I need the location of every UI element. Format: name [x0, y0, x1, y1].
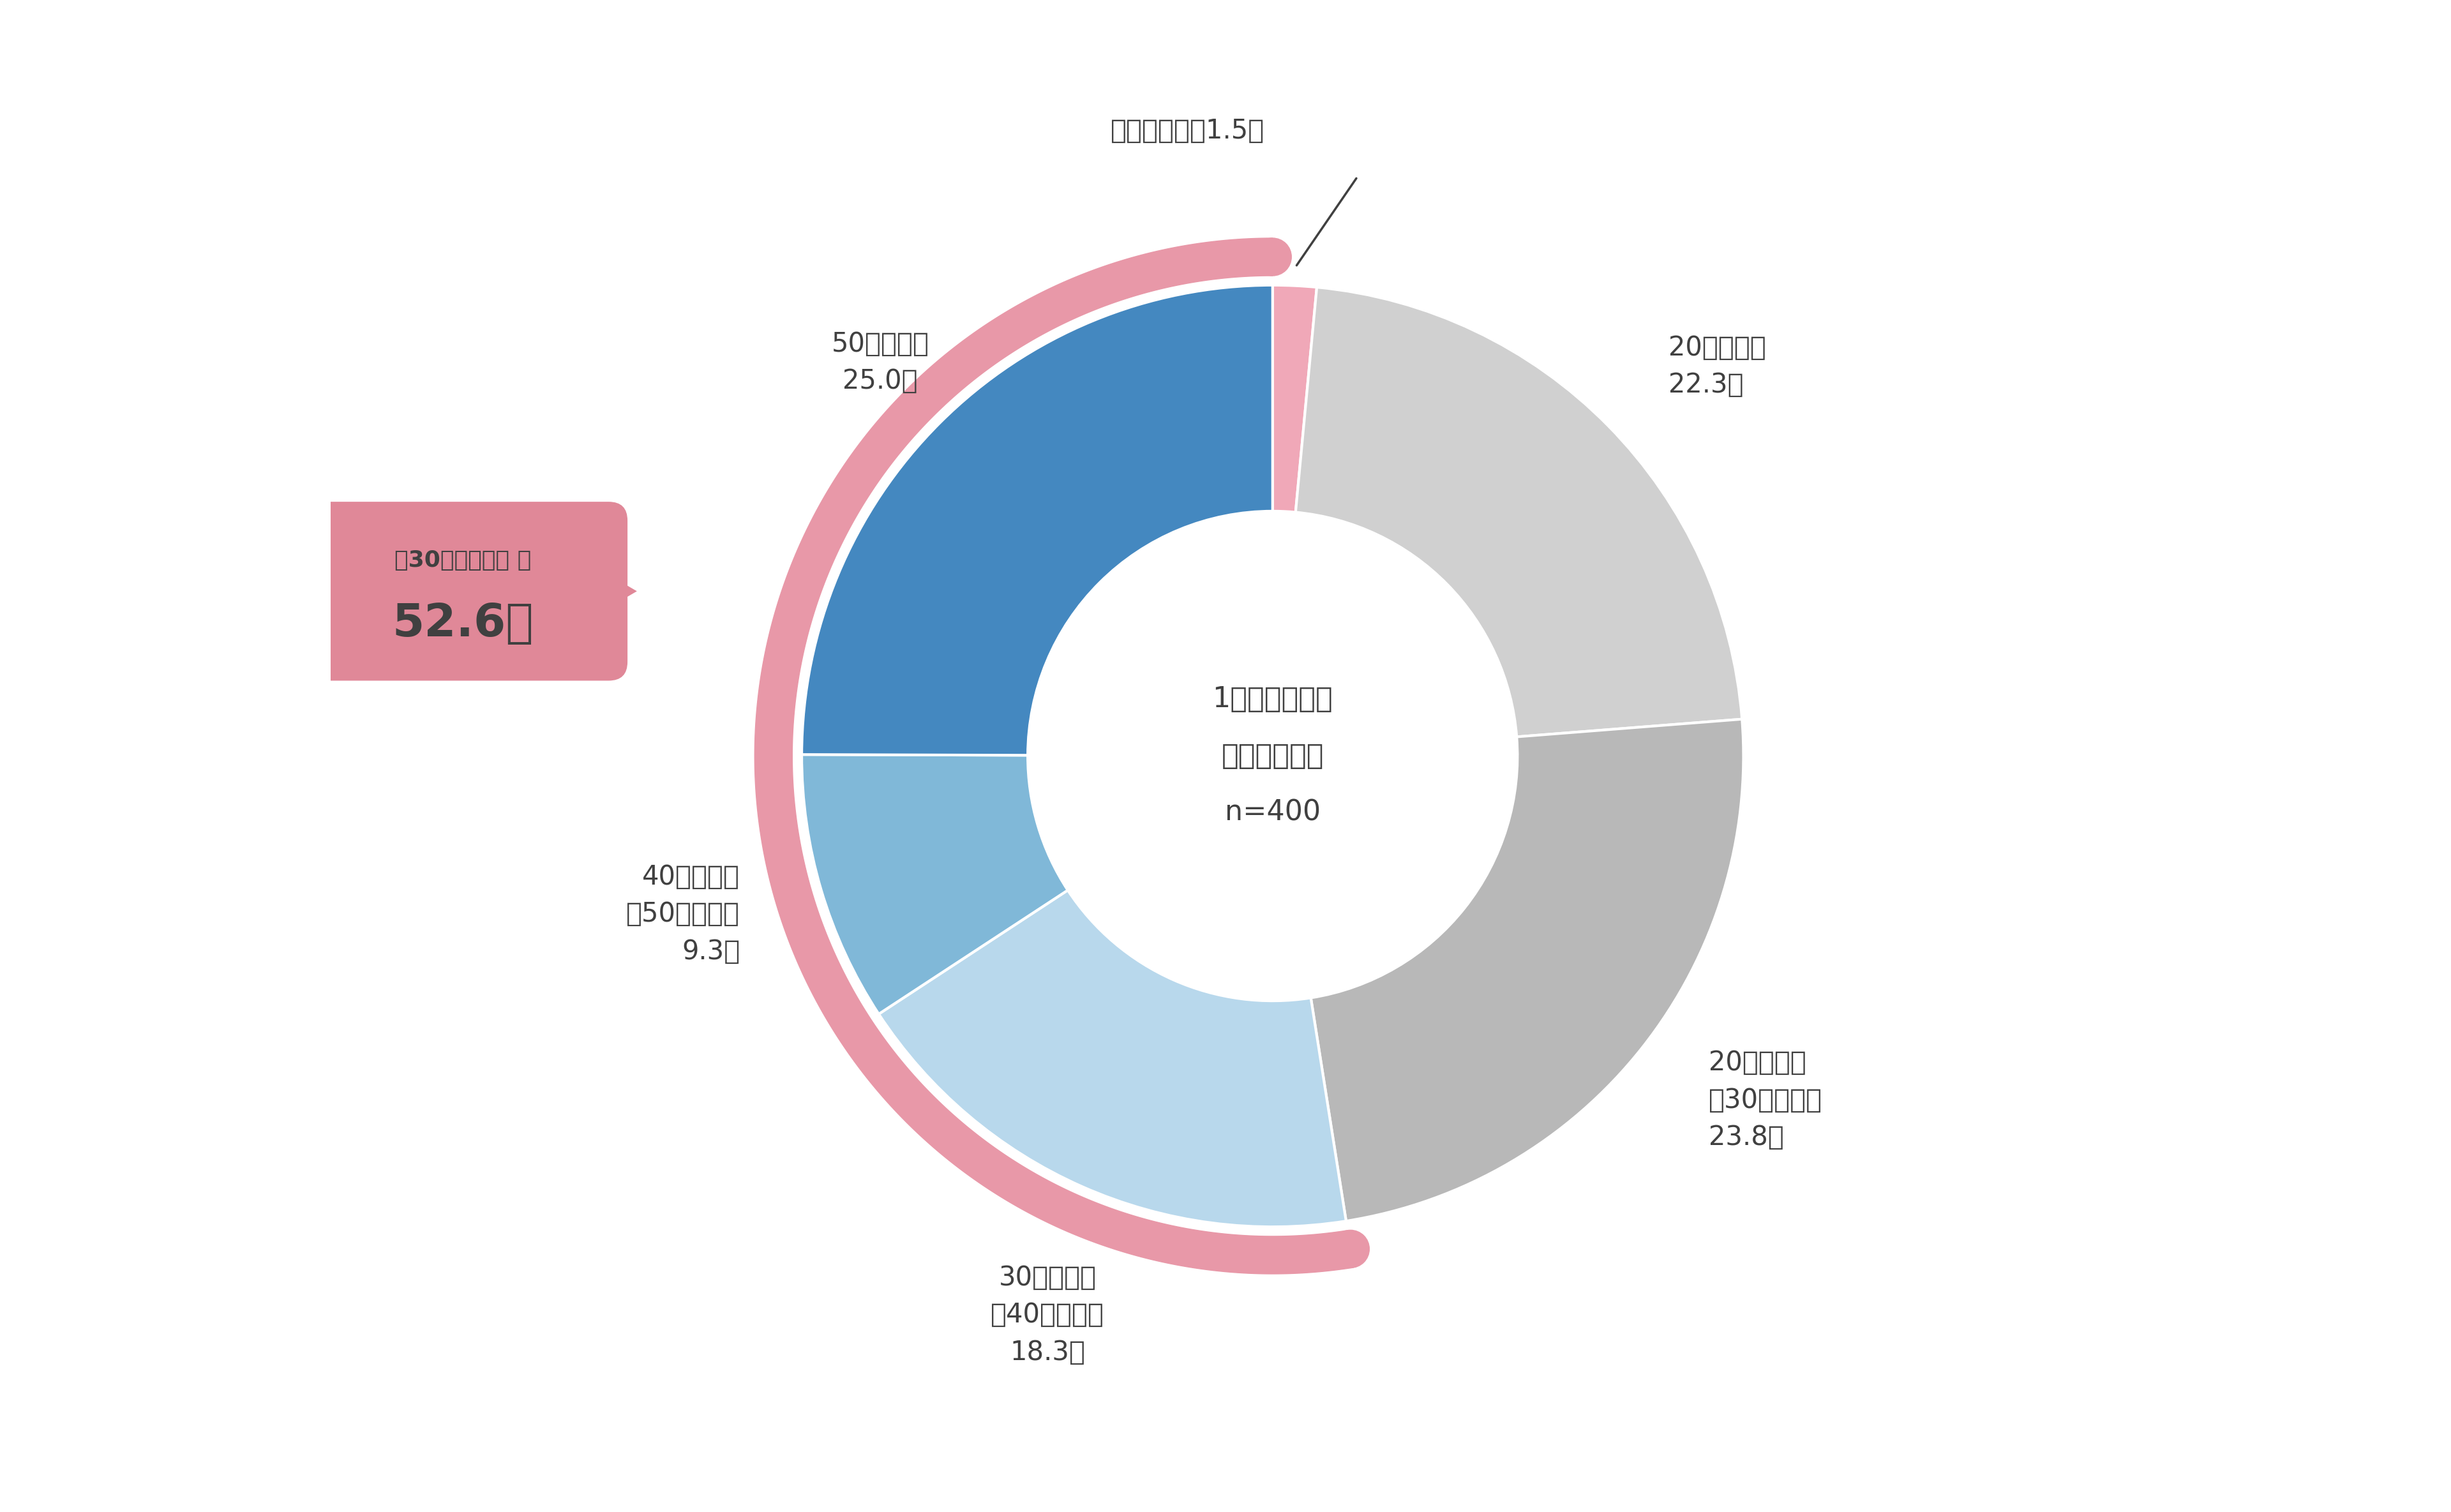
FancyBboxPatch shape [299, 502, 627, 680]
Circle shape [1255, 237, 1292, 275]
Text: 1週間当たりの: 1週間当たりの [1213, 686, 1333, 714]
Text: 50時間以上
25.0％: 50時間以上 25.0％ [831, 331, 929, 395]
Circle shape [1331, 1231, 1370, 1267]
Text: 20時間以上
〜30時間未満
23.8％: 20時間以上 〜30時間未満 23.8％ [1708, 1049, 1824, 1151]
Polygon shape [755, 237, 1353, 1275]
Text: 40時間以上
〜50時間未満
9.3％: 40時間以上 〜50時間未満 9.3％ [627, 863, 740, 965]
Text: 増えていない1.5％: 増えていない1.5％ [1110, 116, 1265, 144]
Wedge shape [880, 891, 1346, 1226]
Text: 52.6％: 52.6％ [392, 602, 534, 646]
Text: n=400: n=400 [1226, 798, 1321, 826]
Text: 30時間以上
〜40時間未満
18.3％: 30時間以上 〜40時間未満 18.3％ [990, 1264, 1105, 1365]
Text: 20時間未満
22.3％: 20時間未満 22.3％ [1669, 334, 1767, 398]
Wedge shape [801, 286, 1272, 754]
Text: 在宅増加時間: 在宅増加時間 [1221, 742, 1324, 770]
Wedge shape [1311, 720, 1743, 1222]
Text: 「30時間以上」 計: 「30時間以上」 計 [395, 550, 532, 572]
Circle shape [1027, 511, 1517, 1001]
Wedge shape [1297, 287, 1743, 736]
Wedge shape [801, 754, 1069, 1015]
Polygon shape [608, 575, 637, 608]
Wedge shape [1272, 286, 1316, 513]
